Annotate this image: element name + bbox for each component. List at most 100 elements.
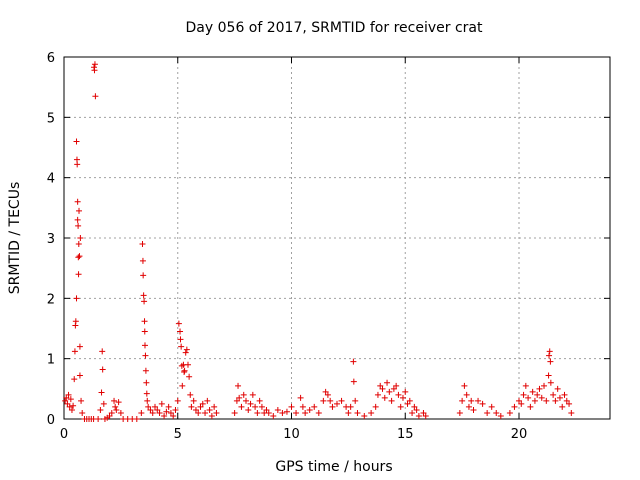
- data-point: [388, 397, 395, 404]
- data-point: [534, 391, 541, 398]
- data-point: [74, 198, 81, 205]
- data-point: [265, 409, 272, 416]
- data-point: [263, 406, 270, 413]
- data-point: [235, 382, 242, 389]
- data-point: [245, 406, 252, 413]
- data-point: [545, 372, 552, 379]
- data-point: [470, 406, 477, 413]
- data-point: [350, 358, 357, 365]
- data-point: [395, 391, 402, 398]
- data-point: [556, 394, 563, 401]
- data-point: [106, 412, 113, 419]
- data-points: [62, 61, 575, 422]
- data-point: [154, 406, 161, 413]
- data-point: [543, 397, 550, 404]
- data-point: [381, 394, 388, 401]
- data-point: [536, 385, 543, 392]
- data-point: [158, 400, 165, 407]
- y-axis-title: SRMTID / TECUs: [7, 182, 23, 295]
- data-point: [182, 349, 189, 356]
- data-point: [67, 396, 74, 403]
- data-point: [511, 403, 518, 410]
- data-point: [413, 406, 420, 413]
- data-point: [76, 207, 83, 214]
- data-point: [91, 67, 98, 74]
- data-point: [139, 257, 146, 264]
- data-point: [554, 385, 561, 392]
- data-point: [299, 403, 306, 410]
- data-point: [368, 409, 375, 416]
- data-point: [141, 342, 148, 349]
- data-point: [404, 400, 411, 407]
- data-point: [144, 397, 151, 404]
- data-point: [68, 406, 75, 413]
- data-point: [186, 373, 193, 380]
- data-point: [152, 403, 158, 410]
- data-point: [547, 358, 554, 365]
- chart-title: Day 056 of 2017, SRMTID for receiver cra…: [186, 20, 483, 36]
- data-point: [525, 394, 532, 401]
- data-point: [133, 416, 140, 422]
- data-point: [175, 320, 182, 327]
- data-point: [73, 138, 80, 145]
- data-point: [322, 388, 329, 395]
- data-point: [384, 379, 391, 386]
- data-point: [393, 382, 400, 389]
- data-point: [561, 391, 568, 398]
- x-tick-label: 15: [397, 427, 414, 442]
- data-point: [327, 397, 334, 404]
- data-point: [97, 406, 104, 413]
- data-point: [293, 409, 300, 416]
- data-point: [238, 403, 245, 410]
- data-point: [112, 403, 119, 410]
- data-point: [99, 366, 106, 373]
- data-point: [108, 409, 115, 416]
- data-point: [71, 376, 78, 383]
- data-point: [62, 397, 69, 404]
- data-point: [95, 416, 102, 422]
- data-point: [71, 348, 78, 355]
- y-tick-label: 2: [47, 292, 55, 307]
- data-point: [372, 403, 379, 410]
- data-point: [204, 397, 211, 404]
- data-point: [479, 400, 486, 407]
- data-point: [240, 391, 247, 398]
- data-point: [354, 409, 361, 416]
- data-point: [390, 385, 397, 392]
- data-point: [320, 397, 327, 404]
- data-point: [117, 409, 124, 416]
- data-point: [92, 93, 99, 100]
- data-point: [345, 409, 352, 416]
- data-point: [546, 352, 553, 359]
- data-point: [334, 400, 340, 407]
- data-point: [178, 362, 185, 369]
- y-tick-label: 1: [47, 353, 55, 368]
- data-point: [463, 391, 470, 398]
- data-point: [347, 403, 354, 410]
- data-point: [249, 391, 256, 398]
- data-point: [422, 412, 429, 419]
- data-point: [138, 409, 145, 416]
- data-point: [197, 403, 204, 410]
- data-point: [352, 397, 359, 404]
- data-point: [184, 361, 191, 368]
- data-point: [142, 367, 149, 374]
- data-point: [98, 389, 105, 396]
- data-point: [170, 412, 177, 419]
- data-point: [195, 409, 202, 416]
- data-point: [156, 409, 163, 416]
- data-point: [233, 397, 240, 404]
- data-point: [161, 412, 168, 419]
- data-point: [172, 406, 179, 413]
- data-point: [527, 403, 534, 410]
- data-point: [399, 394, 406, 401]
- data-point: [178, 343, 185, 350]
- data-point: [76, 343, 83, 350]
- data-point: [402, 388, 409, 395]
- data-point: [140, 272, 147, 279]
- data-point: [79, 409, 86, 416]
- data-point: [541, 382, 548, 389]
- data-point: [167, 409, 174, 416]
- data-point: [177, 328, 184, 335]
- data-point: [324, 391, 331, 398]
